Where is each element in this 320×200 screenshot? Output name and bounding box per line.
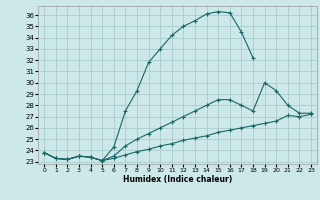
X-axis label: Humidex (Indice chaleur): Humidex (Indice chaleur) [123,175,232,184]
